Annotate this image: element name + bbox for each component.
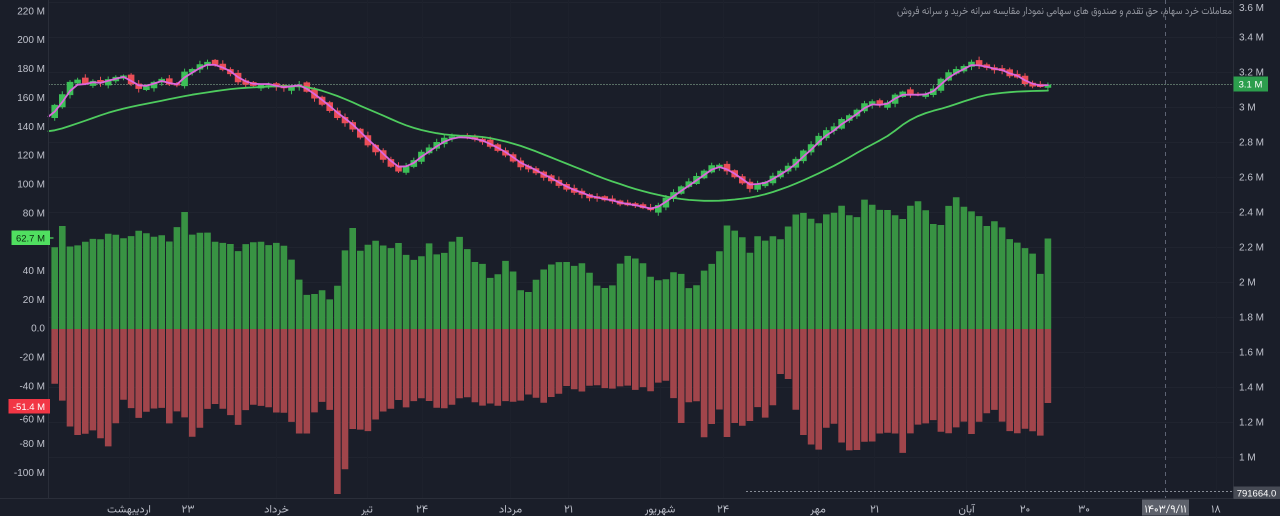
svg-text:2 M: 2 M (1239, 278, 1256, 289)
svg-text:1.6 M: 1.6 M (1239, 348, 1264, 359)
svg-text:-100 M: -100 M (14, 468, 45, 479)
svg-text:3.6 M: 3.6 M (1239, 3, 1264, 14)
svg-text:1.4 M: 1.4 M (1239, 383, 1264, 394)
svg-text:80 M: 80 M (23, 208, 45, 219)
svg-text:-51.4 M: -51.4 M (13, 402, 45, 413)
svg-text:40 M: 40 M (23, 266, 45, 277)
svg-text:3.1 M: 3.1 M (1239, 80, 1263, 91)
svg-text:2.6 M: 2.6 M (1239, 173, 1264, 184)
svg-text:2.4 M: 2.4 M (1239, 208, 1264, 219)
svg-text:0.0: 0.0 (31, 324, 45, 335)
svg-text:220 M: 220 M (17, 6, 45, 17)
svg-text:180 M: 180 M (17, 64, 45, 75)
svg-text:-80 M: -80 M (19, 439, 45, 450)
svg-text:2.8 M: 2.8 M (1239, 138, 1264, 149)
svg-text:3.2 M: 3.2 M (1239, 68, 1264, 79)
svg-text:1.2 M: 1.2 M (1239, 418, 1264, 429)
svg-text:140 M: 140 M (17, 122, 45, 133)
svg-text:3.4 M: 3.4 M (1239, 33, 1264, 44)
svg-text:200 M: 200 M (17, 35, 45, 46)
svg-text:3 M: 3 M (1239, 103, 1256, 114)
svg-text:160 M: 160 M (17, 93, 45, 104)
svg-text:100 M: 100 M (17, 179, 45, 190)
svg-text:20 M: 20 M (23, 295, 45, 306)
svg-text:62.7 M: 62.7 M (16, 234, 45, 245)
svg-text:791664.0: 791664.0 (1237, 489, 1277, 500)
svg-text:-60 M: -60 M (19, 414, 45, 425)
svg-text:2.2 M: 2.2 M (1239, 243, 1264, 254)
svg-text:1.8 M: 1.8 M (1239, 313, 1264, 324)
svg-text:-40 M: -40 M (19, 381, 45, 392)
svg-text:-20 M: -20 M (19, 353, 45, 364)
svg-text:1 M: 1 M (1239, 453, 1256, 464)
svg-text:120 M: 120 M (17, 151, 45, 162)
